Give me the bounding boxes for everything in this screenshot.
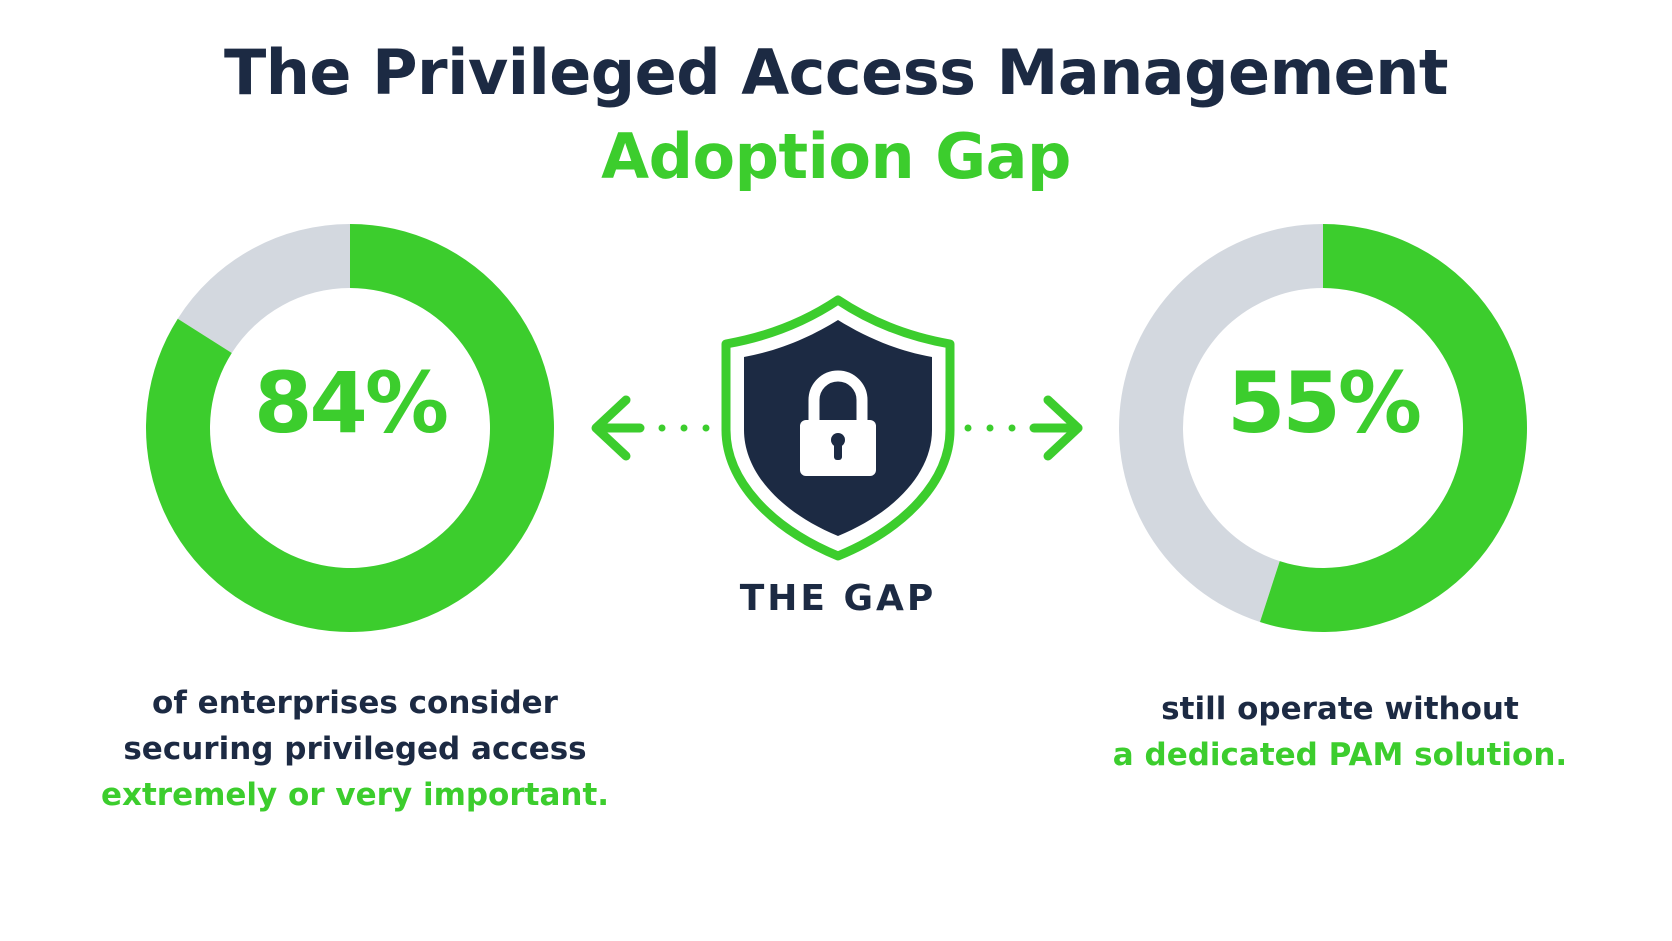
donut-left-remainder-slice [177,224,350,353]
shield-lock-icon [721,295,955,561]
donut-right-value-slice [1259,224,1528,632]
page-subtitle: Adoption Gap [601,120,1071,193]
caption-right: still operate without a dedicated PAM so… [1030,686,1650,778]
donut-right-remainder-slice [1119,224,1323,623]
caption-right-line-1: still operate without [1161,691,1519,727]
arrow-left-icon [591,395,710,461]
donut-left-percent-label: 84% [254,354,447,452]
gap-label: THE GAP [740,578,937,619]
caption-left-line-3: extremely or very important. [100,777,610,813]
donut-left-value-slice [145,224,555,632]
caption-right-line-2: a dedicated PAM solution. [1112,737,1568,773]
donut-chart-left: 84% [145,224,555,632]
page-title: The Privileged Access Management [224,36,1449,109]
caption-left: of enterprises consider securing privile… [0,680,710,818]
arrow-right-icon [964,395,1083,461]
caption-left-line-2: securing privileged access [123,731,587,767]
donut-right-percent-label: 55% [1227,354,1420,452]
caption-left-line-1: of enterprises consider [152,685,558,721]
donut-chart-right: 55% [1119,224,1528,632]
padlock-icon [800,370,876,476]
